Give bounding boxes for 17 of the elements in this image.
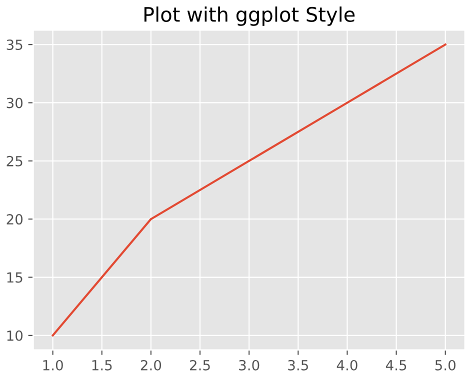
y-tick-label: 10 (7, 330, 23, 341)
x-tick-label: 3.5 (288, 360, 308, 370)
x-tick-label: 3.0 (239, 360, 260, 370)
y-tick-label: 30 (6, 98, 23, 108)
chart-title: Plot with ggplot Style (144, 6, 355, 26)
x-tick-label: 1.0 (43, 360, 63, 370)
y-tick-label: 35 (6, 40, 22, 50)
x-tick-label: 4.0 (336, 360, 358, 370)
x-tick-label: 1.5 (92, 360, 112, 370)
y-tick-label: 25 (6, 156, 22, 166)
x-tick-label: 2.5 (190, 360, 210, 370)
x-tick-label: 2.0 (140, 360, 162, 370)
y-tick-label: 20 (6, 214, 23, 225)
x-tick-label: 5.0 (435, 360, 456, 370)
line-series (52, 44, 446, 336)
y-tick-label: 15 (7, 272, 22, 283)
x-tick-label: 4.5 (386, 360, 406, 370)
